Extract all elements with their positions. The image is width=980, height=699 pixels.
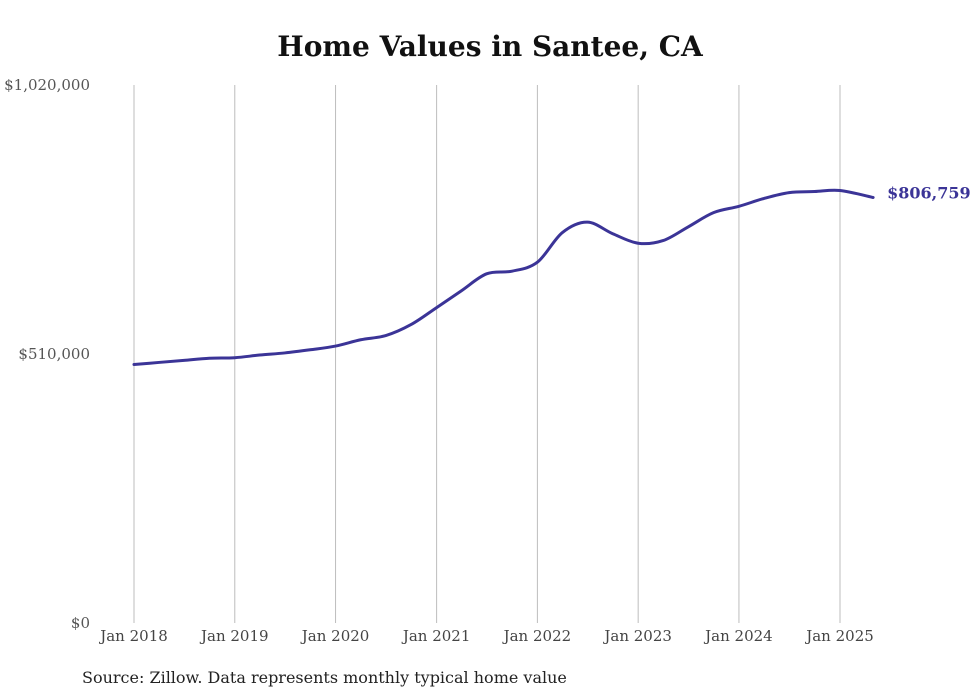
y-tick-label: $0 <box>71 614 90 632</box>
x-tick-label: Jan 2024 <box>703 627 773 645</box>
x-tick-label: Jan 2018 <box>98 627 168 645</box>
x-tick-label: Jan 2023 <box>602 627 672 645</box>
x-tick-label: Jan 2021 <box>401 627 471 645</box>
y-axis-ticks: $0 $510,000 $1,020,000 <box>4 76 90 632</box>
x-tick-label: Jan 2019 <box>199 627 269 645</box>
chart-title: Home Values in Santee, CA <box>277 30 703 63</box>
x-axis-ticks: Jan 2018 Jan 2019 Jan 2020 Jan 2021 Jan 2022… <box>98 627 874 645</box>
y-tick-label: $510,000 <box>18 345 90 363</box>
x-tick-label: Jan 2020 <box>300 627 370 645</box>
source-note: Source: Zillow. Data represents monthly … <box>82 668 567 687</box>
x-tick-label: Jan 2025 <box>804 627 874 645</box>
series-layer: $806,759 <box>132 183 971 367</box>
grid-lines <box>133 85 841 623</box>
y-tick-label: $1,020,000 <box>4 76 90 94</box>
end-value-label: $806,759 <box>887 183 971 202</box>
series-line <box>132 188 875 367</box>
x-tick-label: Jan 2022 <box>502 627 572 645</box>
